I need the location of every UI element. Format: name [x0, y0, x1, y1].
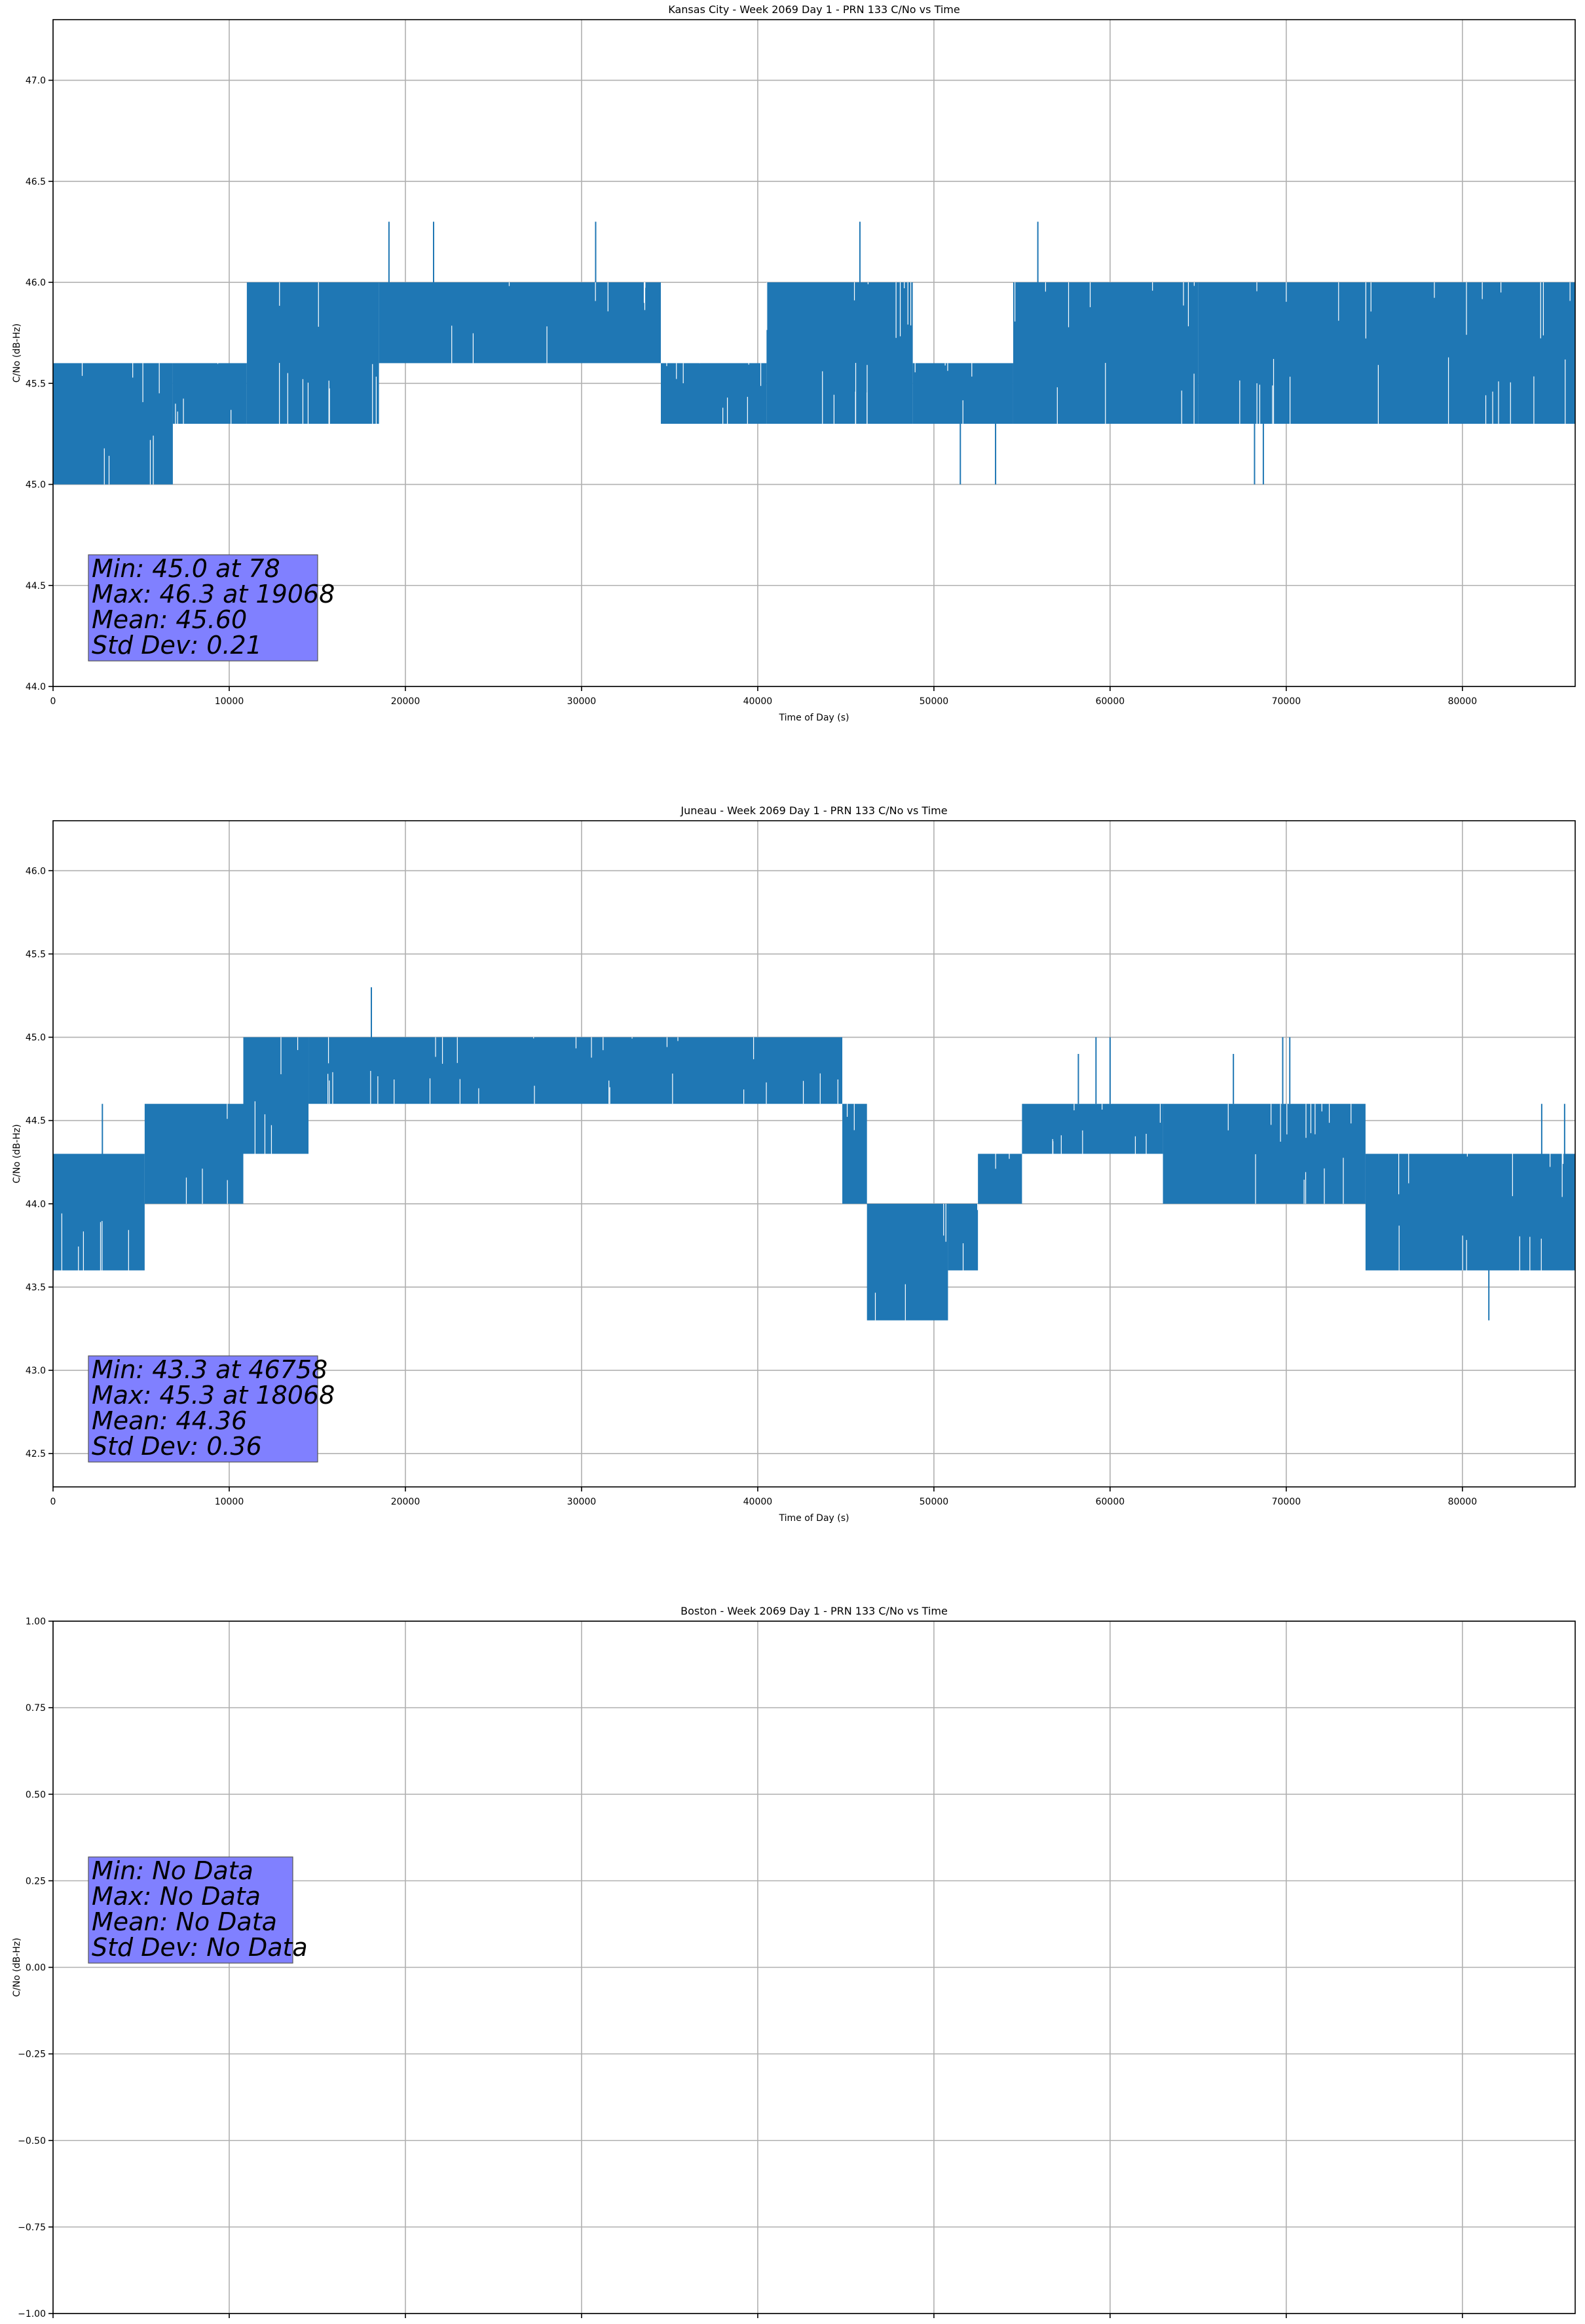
- stats-line: Mean: No Data: [92, 1907, 277, 1936]
- x-tick-label: 50000: [920, 696, 949, 707]
- y-axis-label: C/No (dB-Hz): [12, 324, 22, 383]
- stats-box-background: [88, 554, 318, 662]
- x-tick-label: 20000: [391, 696, 420, 707]
- y-tick-label: 1.00: [26, 1617, 46, 1627]
- data-band: [53, 1153, 145, 1271]
- y-tick-label: 45.5: [26, 379, 46, 389]
- y-tick-label: −0.25: [18, 2050, 46, 2060]
- series-c-no: [53, 221, 1575, 485]
- y-axis-label: C/No (dB-Hz): [12, 1938, 22, 1996]
- x-tick-label: 40000: [743, 696, 773, 707]
- x-tick-label: 0: [50, 696, 56, 707]
- data-band: [144, 1104, 244, 1204]
- chart-panel-2: 0 10000 20000 30000 40000 50000 60000 70000 8000…: [12, 804, 1576, 1524]
- data-band: [246, 282, 379, 424]
- y-tick-label: 0.00: [26, 1963, 46, 1974]
- x-axis-label: Time of Day (s): [779, 713, 849, 723]
- stats-line: Std Dev: 0.21: [92, 631, 262, 660]
- y-tick-label: 47.0: [26, 76, 46, 86]
- y-tick-label: 45.0: [26, 1033, 46, 1043]
- data-band: [1365, 1153, 1575, 1271]
- chart-title: Kansas City - Week 2069 Day 1 - PRN 133 …: [668, 3, 960, 16]
- data-band: [867, 1203, 948, 1321]
- data-band: [1198, 282, 1575, 424]
- y-tick-label: 46.5: [26, 177, 46, 187]
- y-tick-label: 0.50: [26, 1790, 46, 1800]
- y-tick-label: −1.00: [18, 2309, 46, 2319]
- data-band: [243, 1037, 309, 1154]
- stats-line: Min: 43.3 at 46758: [92, 1355, 327, 1384]
- data-band: [1022, 1104, 1163, 1154]
- x-tick-label: 60000: [1096, 696, 1125, 707]
- y-tick-label: 43.5: [26, 1283, 46, 1293]
- stats-line: Max: 45.3 at 18068: [92, 1381, 335, 1410]
- stats-line: Std Dev: No Data: [92, 1933, 308, 1962]
- stats-line: Max: No Data: [92, 1882, 261, 1911]
- data-band: [308, 1037, 843, 1104]
- y-tick-label: −0.75: [18, 2222, 46, 2233]
- chart-panel-1: 0 10000 20000 30000 40000 50000 60000 70000 8000…: [12, 3, 1576, 723]
- axes-frame: [52, 19, 1576, 687]
- stats-line: Max: 46.3 at 19068: [92, 580, 335, 609]
- chart-title: Boston - Week 2069 Day 1 - PRN 133 C/No …: [681, 1605, 948, 1617]
- stats-line: Mean: 45.60: [92, 605, 247, 634]
- y-tick-label: 44.0: [26, 682, 46, 692]
- x-tick-label: 40000: [743, 1497, 773, 1507]
- chart-panels: 0 10000 20000 30000 40000 50000 60000 70000 8000…: [12, 3, 1576, 2324]
- data-band: [978, 1153, 1022, 1204]
- y-tick-label: 42.5: [26, 1449, 46, 1459]
- x-tick-label: 50000: [920, 1497, 949, 1507]
- chart-title: Juneau - Week 2069 Day 1 - PRN 133 C/No …: [680, 804, 947, 817]
- stats-line: Mean: 44.36: [92, 1406, 247, 1435]
- x-tick-label: 60000: [1096, 1497, 1125, 1507]
- x-tick-label: 30000: [567, 1497, 597, 1507]
- x-tick-label: 0: [50, 1497, 56, 1507]
- y-tick-label: −0.50: [18, 2136, 46, 2146]
- y-tick-label: 0.75: [26, 1703, 46, 1714]
- stats-line: Min: 45.0 at 78: [92, 554, 280, 583]
- x-tick-label: 10000: [215, 1497, 244, 1507]
- x-tick-label: 70000: [1272, 696, 1301, 707]
- x-tick-label: 30000: [567, 696, 597, 707]
- data-band: [53, 363, 173, 485]
- x-tick-label: 20000: [391, 1497, 420, 1507]
- x-tick-label: 80000: [1448, 696, 1478, 707]
- x-tick-label: 70000: [1272, 1497, 1301, 1507]
- data-band: [1163, 1104, 1366, 1204]
- y-tick-label: 45.0: [26, 480, 46, 491]
- y-tick-label: 45.5: [26, 949, 46, 960]
- x-tick-label: 10000: [215, 696, 244, 707]
- chart-panel-3: 0100002000030000400005000060000700008000…: [12, 1605, 1576, 2324]
- y-tick-label: 44.5: [26, 581, 46, 591]
- y-tick-label: 44.5: [26, 1116, 46, 1127]
- y-tick-label: 44.0: [26, 1199, 46, 1210]
- data-band: [660, 363, 767, 424]
- data-band: [379, 282, 661, 364]
- series-c-no: [53, 987, 1575, 1321]
- stats-line: Std Dev: 0.36: [92, 1432, 262, 1461]
- y-tick-label: 46.0: [26, 866, 46, 876]
- x-tick-label: 80000: [1448, 1497, 1478, 1507]
- y-tick-label: 43.0: [26, 1366, 46, 1376]
- data-band: [172, 363, 247, 424]
- y-tick-label: 0.25: [26, 1876, 46, 1886]
- y-axis-label: C/No (dB-Hz): [12, 1124, 22, 1183]
- axes-frame: [52, 820, 1576, 1488]
- stats-box-background: [88, 1856, 293, 1964]
- stats-box-background: [88, 1355, 318, 1463]
- x-axis-label: Time of Day (s): [779, 1513, 849, 1524]
- data-band: [766, 282, 913, 424]
- stats-line: Min: No Data: [92, 1856, 253, 1885]
- y-tick-label: 46.0: [26, 278, 46, 288]
